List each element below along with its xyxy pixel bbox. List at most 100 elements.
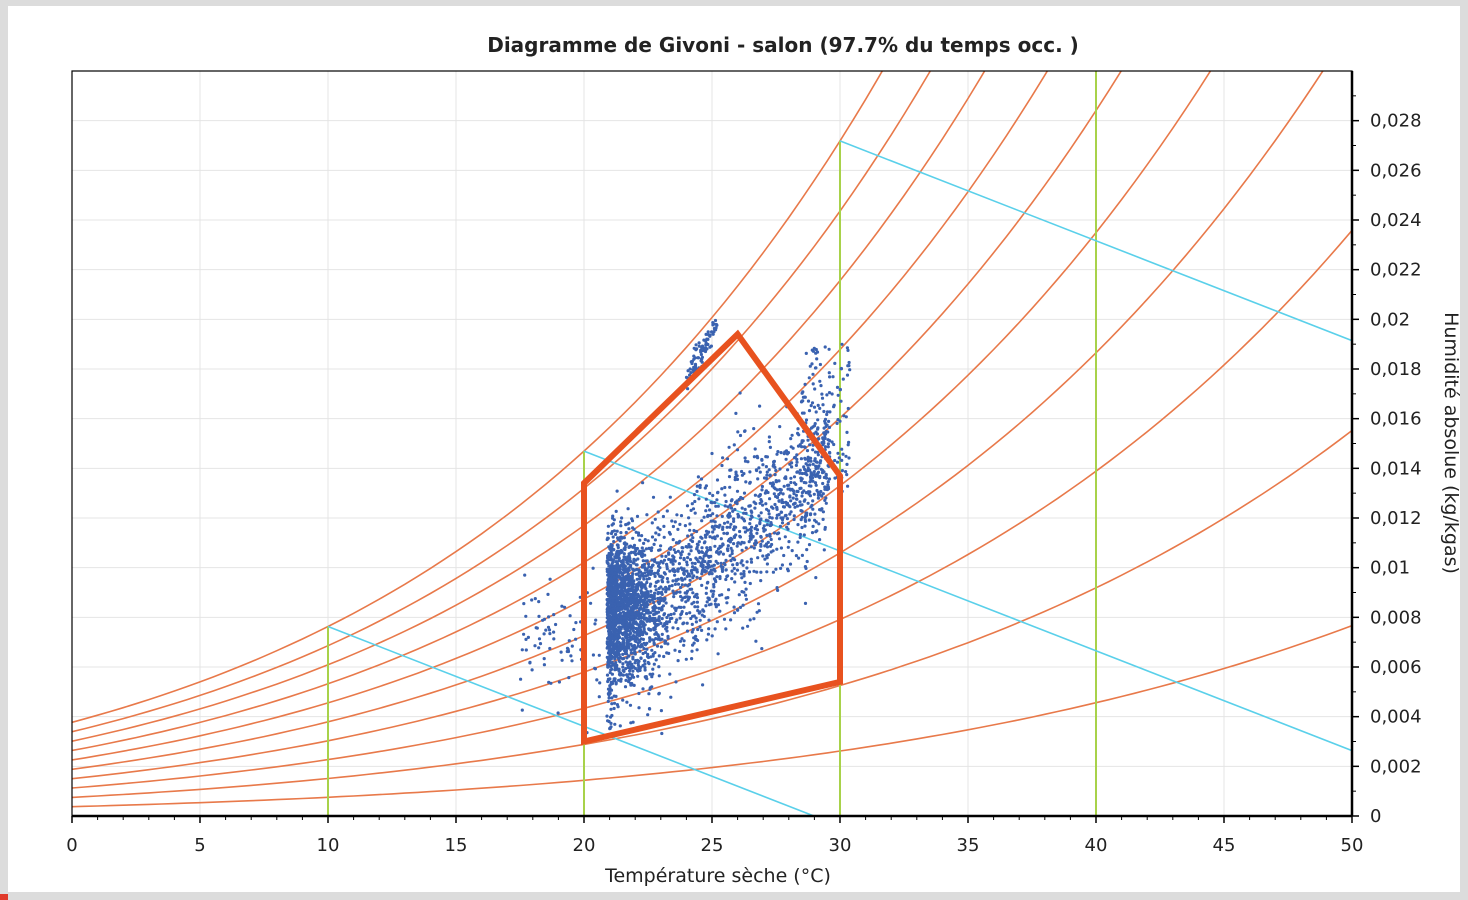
data-point [633, 568, 637, 572]
data-point [692, 346, 696, 350]
data-point [668, 672, 672, 676]
data-point [838, 387, 843, 392]
data-point [618, 724, 622, 728]
data-point [777, 537, 782, 541]
data-point [814, 520, 818, 524]
data-point [827, 391, 832, 395]
data-point [659, 591, 663, 595]
data-point [804, 469, 808, 473]
data-point [733, 500, 738, 505]
data-point [616, 553, 621, 557]
data-point [789, 476, 793, 480]
data-point [788, 505, 792, 509]
data-point [663, 639, 667, 643]
data-point [787, 483, 791, 487]
data-point [643, 666, 647, 670]
data-point [804, 418, 809, 422]
data-point [798, 471, 802, 475]
data-point [846, 406, 850, 411]
data-point [659, 544, 663, 548]
data-point [643, 668, 647, 672]
data-point [798, 468, 802, 472]
data-point [643, 630, 647, 634]
data-point [642, 562, 647, 567]
data-point [623, 634, 628, 639]
x-tick-label: 15 [445, 835, 468, 856]
data-point [627, 527, 631, 531]
data-point [705, 638, 709, 642]
data-point [725, 457, 730, 461]
data-point [633, 551, 637, 555]
data-point [552, 630, 556, 634]
y-tick-label: 0,018 [1370, 359, 1422, 380]
data-point [625, 602, 630, 606]
data-point [732, 443, 736, 447]
data-point [623, 567, 627, 571]
data-point [695, 575, 699, 579]
data-point [798, 535, 802, 540]
data-point [720, 514, 724, 519]
data-point [724, 596, 728, 600]
data-point [777, 531, 781, 535]
data-point [637, 533, 641, 537]
data-point [759, 511, 763, 515]
data-point [814, 464, 818, 468]
data-point [759, 535, 763, 539]
data-point [803, 524, 807, 528]
data-point [554, 622, 558, 627]
data-point [716, 603, 721, 607]
data-point [826, 480, 830, 484]
data-point [687, 552, 691, 556]
data-point [537, 600, 541, 604]
data-point [644, 547, 649, 551]
data-point [764, 465, 769, 469]
data-point [625, 643, 629, 647]
data-point [713, 501, 717, 505]
data-point [646, 590, 650, 594]
data-point [825, 393, 829, 397]
data-point [674, 680, 678, 684]
data-point [813, 481, 818, 485]
data-point [731, 556, 735, 561]
y-tick-label: 0,028 [1370, 111, 1422, 132]
data-point [800, 553, 805, 558]
data-point [723, 504, 727, 508]
data-point [705, 600, 709, 604]
data-point [665, 564, 669, 569]
data-point [607, 637, 611, 641]
data-point [612, 606, 617, 611]
data-point [631, 608, 635, 613]
data-point [714, 322, 719, 327]
data-point [657, 674, 661, 678]
data-point [704, 332, 708, 336]
data-point [780, 500, 784, 505]
data-point [828, 451, 832, 455]
data-point [594, 618, 598, 622]
data-point [813, 422, 817, 426]
data-point [627, 521, 631, 525]
data-point [621, 558, 625, 562]
data-point [739, 572, 743, 576]
data-point [716, 561, 720, 565]
y-tick-label: 0,022 [1370, 260, 1422, 281]
data-point [640, 546, 644, 550]
data-point [559, 650, 563, 654]
data-point [548, 632, 552, 636]
y-tick-label: 0,026 [1370, 160, 1422, 181]
data-point [813, 387, 817, 391]
data-point [673, 550, 678, 555]
data-point [651, 654, 655, 658]
data-point [653, 571, 657, 575]
data-point [733, 572, 737, 576]
data-point [542, 617, 547, 621]
data-point [691, 507, 696, 511]
data-point [752, 546, 756, 550]
data-point [700, 519, 704, 523]
data-point [633, 636, 637, 641]
data-point [534, 626, 538, 630]
data-point [785, 452, 790, 456]
data-point [763, 528, 767, 532]
data-point [605, 620, 609, 624]
data-point [632, 545, 636, 549]
plot-area: 0 5 10 15 20 25 30 35 40 45 50 0 0,002 0,004 0,006 0,00… [66, 70, 1422, 856]
